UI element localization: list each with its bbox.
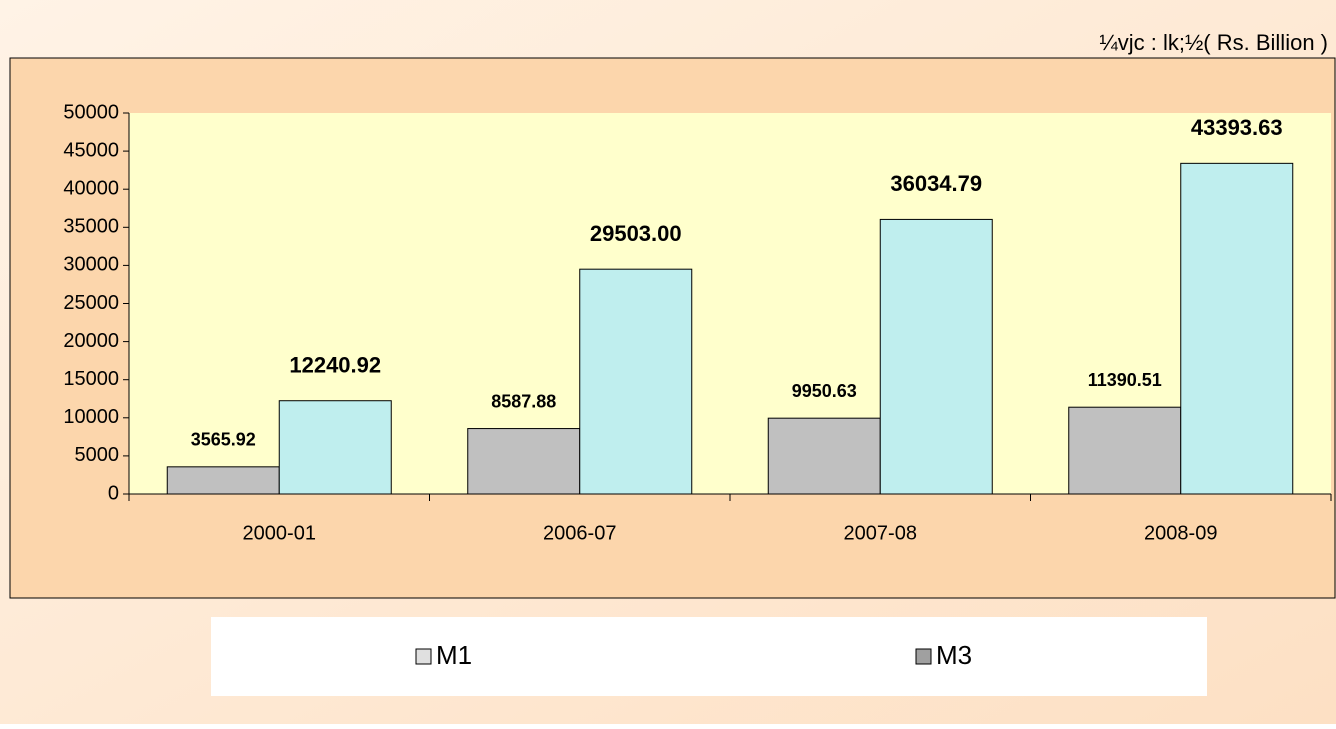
unit-label: ¼vjc : lk;½( Rs. Billion )	[1099, 30, 1328, 55]
data-label: 9950.63	[792, 381, 857, 401]
y-tick-label: 40000	[63, 177, 119, 199]
data-label: 43393.63	[1191, 115, 1283, 140]
data-label: 29503.00	[590, 221, 682, 246]
data-label: 8587.88	[491, 391, 556, 411]
bar	[767, 417, 881, 495]
data-label: 36034.79	[890, 171, 982, 196]
bar	[1180, 162, 1294, 495]
y-tick-label: 5000	[75, 444, 120, 466]
bar	[879, 218, 993, 495]
y-tick-label: 15000	[63, 368, 119, 390]
y-tick-label: 10000	[63, 406, 119, 428]
bar	[1068, 406, 1182, 495]
legend-swatch	[915, 648, 932, 665]
y-tick-label: 20000	[63, 330, 119, 352]
x-tick-label: 2007-08	[844, 522, 917, 544]
x-tick-label: 2000-01	[243, 522, 316, 544]
legend-swatch	[415, 648, 432, 665]
legend-label: M1	[436, 640, 472, 670]
y-tick-label: 30000	[63, 254, 119, 276]
bar	[166, 466, 280, 495]
x-tick-label: 2006-07	[543, 522, 616, 544]
y-tick-label: 45000	[63, 139, 119, 161]
y-tick-label: 35000	[63, 216, 119, 238]
data-label: 11390.51	[1088, 370, 1162, 390]
data-label: 12240.92	[289, 353, 381, 378]
bar	[579, 268, 693, 495]
bar	[467, 428, 581, 495]
x-tick-label: 2008-09	[1144, 522, 1217, 544]
legend-label: M3	[936, 640, 972, 670]
y-tick-label: 50000	[63, 101, 119, 123]
legend	[211, 617, 1207, 696]
data-label: 3565.92	[191, 430, 256, 450]
y-tick-label: 25000	[63, 292, 119, 314]
y-tick-label: 0	[108, 482, 119, 504]
bar	[278, 400, 392, 495]
